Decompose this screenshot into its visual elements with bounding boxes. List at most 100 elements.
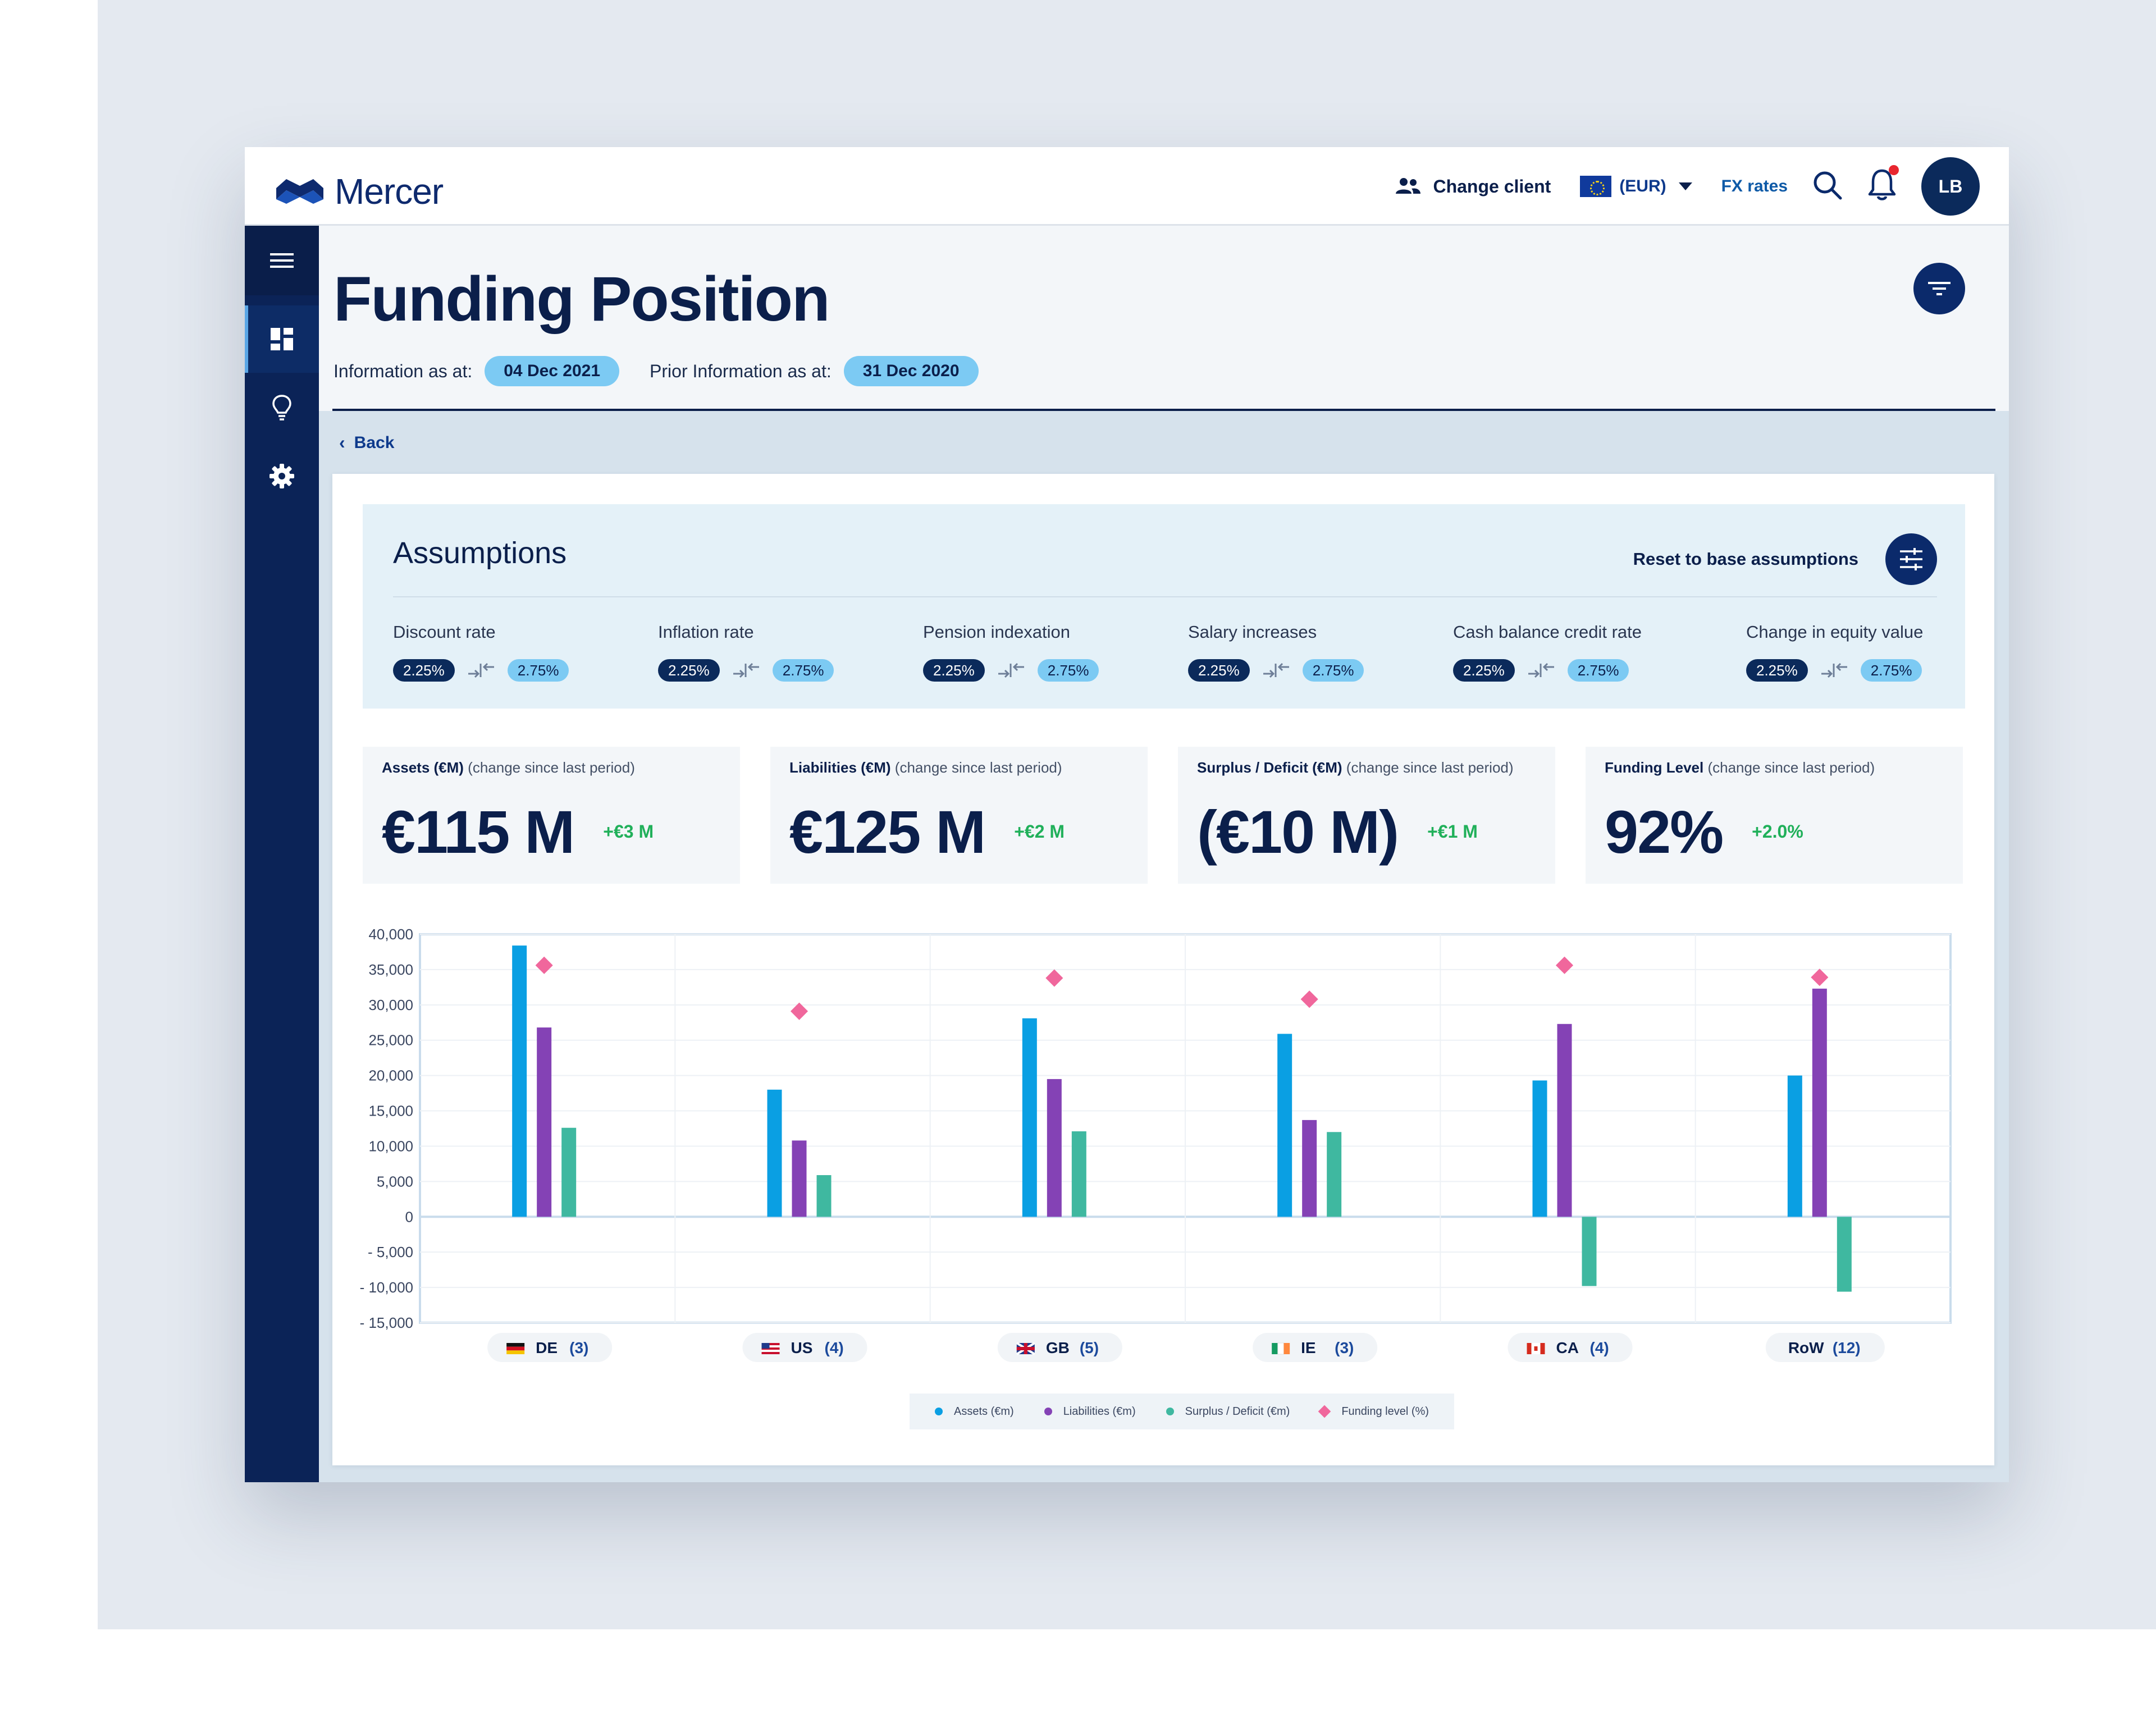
category-count: (4) <box>825 1339 844 1356</box>
ie-flag-icon <box>1272 1343 1278 1354</box>
kpi-label-sub: (change since last period) <box>463 759 635 776</box>
kpi-delta: +€1 M <box>1427 821 1478 842</box>
liabilities-bar <box>1812 988 1827 1217</box>
assumption-current-value[interactable]: 2.75% <box>1037 659 1099 682</box>
kpi-label-main: Liabilities (€M) <box>789 759 891 776</box>
gb-flag-icon <box>1016 1347 1035 1350</box>
assumption-item: Pension indexation 2.25% 2.75% <box>923 622 1099 682</box>
assumption-base-value[interactable]: 2.25% <box>393 659 455 682</box>
us-flag-icon <box>761 1345 780 1347</box>
mercer-logo-icon <box>276 179 323 204</box>
legend-item[interactable]: Surplus / Deficit (€m) <box>1166 1405 1290 1418</box>
assumption-base-value[interactable]: 2.25% <box>923 659 985 682</box>
funding-level-marker <box>1555 956 1574 974</box>
swap-arrows-icon <box>733 663 759 678</box>
legend-item[interactable]: Liabilities (€m) <box>1044 1405 1136 1418</box>
top-actions: Change client (EUR) FX rates LB <box>1395 157 1980 216</box>
surplus-bar <box>1071 1131 1086 1217</box>
assumption-current-value[interactable]: 2.75% <box>1860 659 1922 682</box>
assumption-label: Inflation rate <box>658 622 754 642</box>
back-link[interactable]: ‹ Back <box>339 432 394 453</box>
kpi-label-sub: (change since last period) <box>1342 759 1514 776</box>
filter-icon <box>1928 282 1951 295</box>
swap-arrows-icon <box>1263 663 1289 678</box>
filter-button[interactable] <box>1913 263 1965 314</box>
assumption-label: Discount rate <box>393 622 496 642</box>
funding-level-marker <box>1811 968 1829 986</box>
kpi-label-main: Surplus / Deficit (€M) <box>1197 759 1342 776</box>
assumption-current-value[interactable]: 2.75% <box>772 659 834 682</box>
funding-level-marker <box>790 1002 808 1020</box>
assumption-values: 2.25% 2.75% <box>1746 659 1923 682</box>
kpi-label-sub: (change since last period) <box>890 759 1062 776</box>
category-count: (3) <box>1335 1339 1354 1356</box>
assets-bar <box>767 1089 782 1217</box>
legend-item[interactable]: Assets (€m) <box>935 1405 1014 1418</box>
de-flag-icon <box>506 1350 525 1354</box>
y-tick-label: 5,000 <box>377 1173 413 1190</box>
sidebar-item-insights[interactable] <box>245 374 319 441</box>
assumption-label: Cash balance credit rate <box>1453 622 1642 642</box>
assumptions-panel: Assumptions Reset to base assumptions Di… <box>363 504 1965 709</box>
sidebar-item-settings[interactable] <box>245 442 319 510</box>
liabilities-bar <box>792 1140 807 1217</box>
currency-selector[interactable]: (EUR) <box>1580 176 1692 197</box>
category-count: (12) <box>1833 1339 1861 1356</box>
legend-diamond-icon <box>1318 1405 1331 1418</box>
assets-bar <box>1532 1080 1547 1217</box>
kpi-label: Surplus / Deficit (€M) (change since las… <box>1197 759 1536 776</box>
assumption-current-value[interactable]: 2.75% <box>1302 659 1364 682</box>
search-icon[interactable] <box>1812 170 1843 203</box>
assumption-current-value[interactable]: 2.75% <box>1567 659 1629 682</box>
kpi-value: 92% <box>1605 798 1724 866</box>
surplus-bar <box>1327 1132 1342 1217</box>
assumption-base-value[interactable]: 2.25% <box>1746 659 1808 682</box>
chevron-left-icon: ‹ <box>339 432 345 453</box>
assumption-base-value[interactable]: 2.25% <box>1453 659 1515 682</box>
prior-date-chip[interactable]: 31 Dec 2020 <box>843 356 979 386</box>
assets-bar <box>1277 1034 1292 1217</box>
kpi-row: €125 M +€2 M <box>789 797 1129 867</box>
assets-bar <box>1022 1018 1037 1217</box>
avatar[interactable]: LB <box>1921 157 1980 216</box>
legend-item[interactable]: Funding level (%) <box>1318 1405 1429 1418</box>
assumption-base-value[interactable]: 2.25% <box>1188 659 1250 682</box>
sidebar <box>245 226 319 1482</box>
kpi-label-main: Assets (€M) <box>382 759 464 776</box>
info-dates-row: Information as at: 04 Dec 2021 Prior Inf… <box>334 356 1009 386</box>
category-code: IE <box>1301 1339 1315 1356</box>
fx-rates-link[interactable]: FX rates <box>1721 177 1788 195</box>
funding-level-marker <box>1300 990 1318 1008</box>
reset-assumptions-link[interactable]: Reset to base assumptions <box>1633 549 1858 569</box>
y-tick-label: - 10,000 <box>360 1279 413 1296</box>
mercer-logo[interactable]: Mercer <box>274 171 444 212</box>
swap-arrows-icon <box>998 663 1024 678</box>
sidebar-item-dashboard[interactable] <box>245 305 319 373</box>
info-date-chip[interactable]: 04 Dec 2021 <box>485 356 620 386</box>
assumptions-title: Assumptions <box>393 536 567 570</box>
kpi-value: (€10 M) <box>1197 798 1399 866</box>
change-client-button[interactable]: Change client <box>1395 176 1551 197</box>
legend-dot-icon <box>935 1408 943 1415</box>
y-tick-label: 15,000 <box>368 1103 413 1120</box>
assumption-values: 2.25% 2.75% <box>1453 659 1642 682</box>
category-code: CA <box>1556 1339 1579 1356</box>
kpi-row: 92% +2.0% <box>1605 797 1944 867</box>
surplus-bar <box>816 1175 832 1217</box>
y-tick-label: 0 <box>405 1208 413 1225</box>
kpi-label: Assets (€M) (change since last period) <box>382 759 721 776</box>
tune-button[interactable] <box>1885 533 1937 585</box>
assumption-base-value[interactable]: 2.25% <box>658 659 720 682</box>
back-label: Back <box>354 433 395 452</box>
bell-icon[interactable] <box>1867 165 1899 205</box>
category-count: (4) <box>1590 1339 1609 1356</box>
us-flag-icon <box>761 1347 780 1350</box>
ca-flag-icon <box>1534 1346 1538 1351</box>
assumption-current-value[interactable]: 2.75% <box>507 659 569 682</box>
kpi-tile: Funding Level (change since last period)… <box>1586 747 1963 884</box>
y-tick-label: - 5,000 <box>368 1244 413 1260</box>
category-chip <box>487 1333 613 1362</box>
hamburger-menu-icon[interactable] <box>245 226 319 295</box>
category-code: RoW <box>1788 1339 1824 1356</box>
legend-label: Surplus / Deficit (€m) <box>1185 1405 1290 1418</box>
